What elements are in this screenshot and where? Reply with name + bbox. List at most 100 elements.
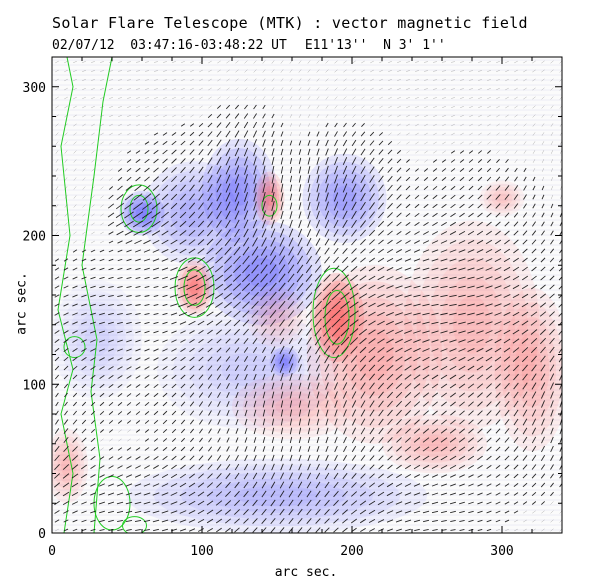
field-vector [334, 174, 338, 184]
field-vector [514, 60, 518, 64]
field-vector [126, 267, 132, 271]
field-vector [72, 321, 78, 325]
field-contour [122, 516, 147, 533]
field-vector [521, 338, 529, 344]
field-vector [224, 301, 232, 309]
field-vector [386, 312, 394, 316]
field-vector [370, 96, 374, 100]
field-vector [468, 176, 474, 182]
field-vector [278, 264, 286, 274]
field-vector [361, 87, 365, 91]
field-vector [486, 510, 492, 514]
field-vector [450, 88, 456, 90]
field-vector [513, 455, 519, 461]
field-vector [289, 219, 293, 229]
field-vector [325, 174, 329, 184]
field-vector [91, 231, 95, 235]
field-vector [99, 357, 105, 361]
field-vector [64, 96, 68, 100]
field-vector [90, 446, 96, 452]
vector-layer [53, 60, 562, 533]
field-vector [550, 473, 554, 479]
field-vector [216, 201, 222, 211]
field-vector [368, 346, 376, 354]
field-vector [260, 300, 268, 310]
field-vector [54, 294, 60, 298]
field-vector [315, 247, 321, 255]
field-vector [90, 365, 96, 371]
field-vector [541, 510, 545, 514]
field-vector [368, 266, 376, 272]
field-vector [396, 446, 402, 452]
field-vector [449, 339, 457, 343]
field-vector [431, 357, 439, 361]
field-vector [262, 446, 266, 452]
field-vector [307, 69, 311, 73]
field-vector [280, 105, 284, 109]
field-vector [549, 257, 555, 263]
field-vector [100, 97, 104, 99]
field-vector [522, 230, 528, 236]
field-vector [270, 363, 276, 373]
field-vector [413, 437, 421, 443]
field-vector [523, 96, 527, 100]
field-vector [342, 463, 348, 471]
field-vector [90, 437, 96, 443]
field-vector [541, 230, 545, 236]
field-vector [541, 436, 545, 444]
field-vector [181, 105, 185, 109]
field-vector [395, 501, 403, 505]
field-vector [549, 275, 555, 281]
field-vector [108, 70, 114, 72]
field-vector [271, 454, 275, 462]
field-vector [54, 321, 60, 325]
field-vector [91, 79, 95, 81]
field-vector [64, 168, 68, 172]
field-vector [152, 193, 160, 201]
field-vector [532, 510, 536, 514]
field-vector [540, 293, 546, 299]
field-vector [486, 176, 492, 182]
field-vector [153, 176, 159, 182]
field-vector [135, 79, 141, 81]
field-vector [108, 258, 114, 262]
field-vector [242, 264, 250, 274]
field-vector [271, 174, 275, 184]
field-vector [252, 210, 258, 220]
field-vector [316, 174, 320, 184]
field-vector [469, 106, 473, 108]
field-vector [369, 427, 375, 435]
field-vector [55, 231, 59, 235]
field-vector [271, 391, 275, 399]
field-vector [126, 402, 132, 406]
field-vector [514, 176, 518, 182]
field-vector [252, 121, 258, 129]
field-vector [278, 300, 286, 310]
field-vector [63, 454, 69, 462]
field-vector [64, 177, 68, 181]
field-vector [244, 418, 248, 426]
field-vector [477, 419, 483, 425]
field-vector [225, 527, 231, 533]
field-vector [494, 365, 502, 371]
field-vector [234, 121, 240, 129]
field-vector [550, 382, 554, 390]
field-vector [423, 419, 429, 425]
field-vector [307, 382, 311, 390]
field-vector [262, 355, 266, 363]
field-vector [144, 401, 150, 407]
field-vector [124, 202, 134, 210]
field-vector [270, 472, 276, 480]
field-vector [180, 383, 186, 389]
field-vector [532, 176, 536, 182]
field-vector [523, 167, 527, 173]
field-vector [198, 131, 204, 137]
field-vector [431, 428, 439, 434]
field-vector [540, 284, 546, 290]
field-vector [306, 472, 312, 480]
field-vector [262, 87, 266, 91]
field-vector [531, 445, 537, 453]
field-vector [396, 437, 402, 443]
field-vector [189, 428, 195, 434]
field-vector [107, 492, 115, 496]
